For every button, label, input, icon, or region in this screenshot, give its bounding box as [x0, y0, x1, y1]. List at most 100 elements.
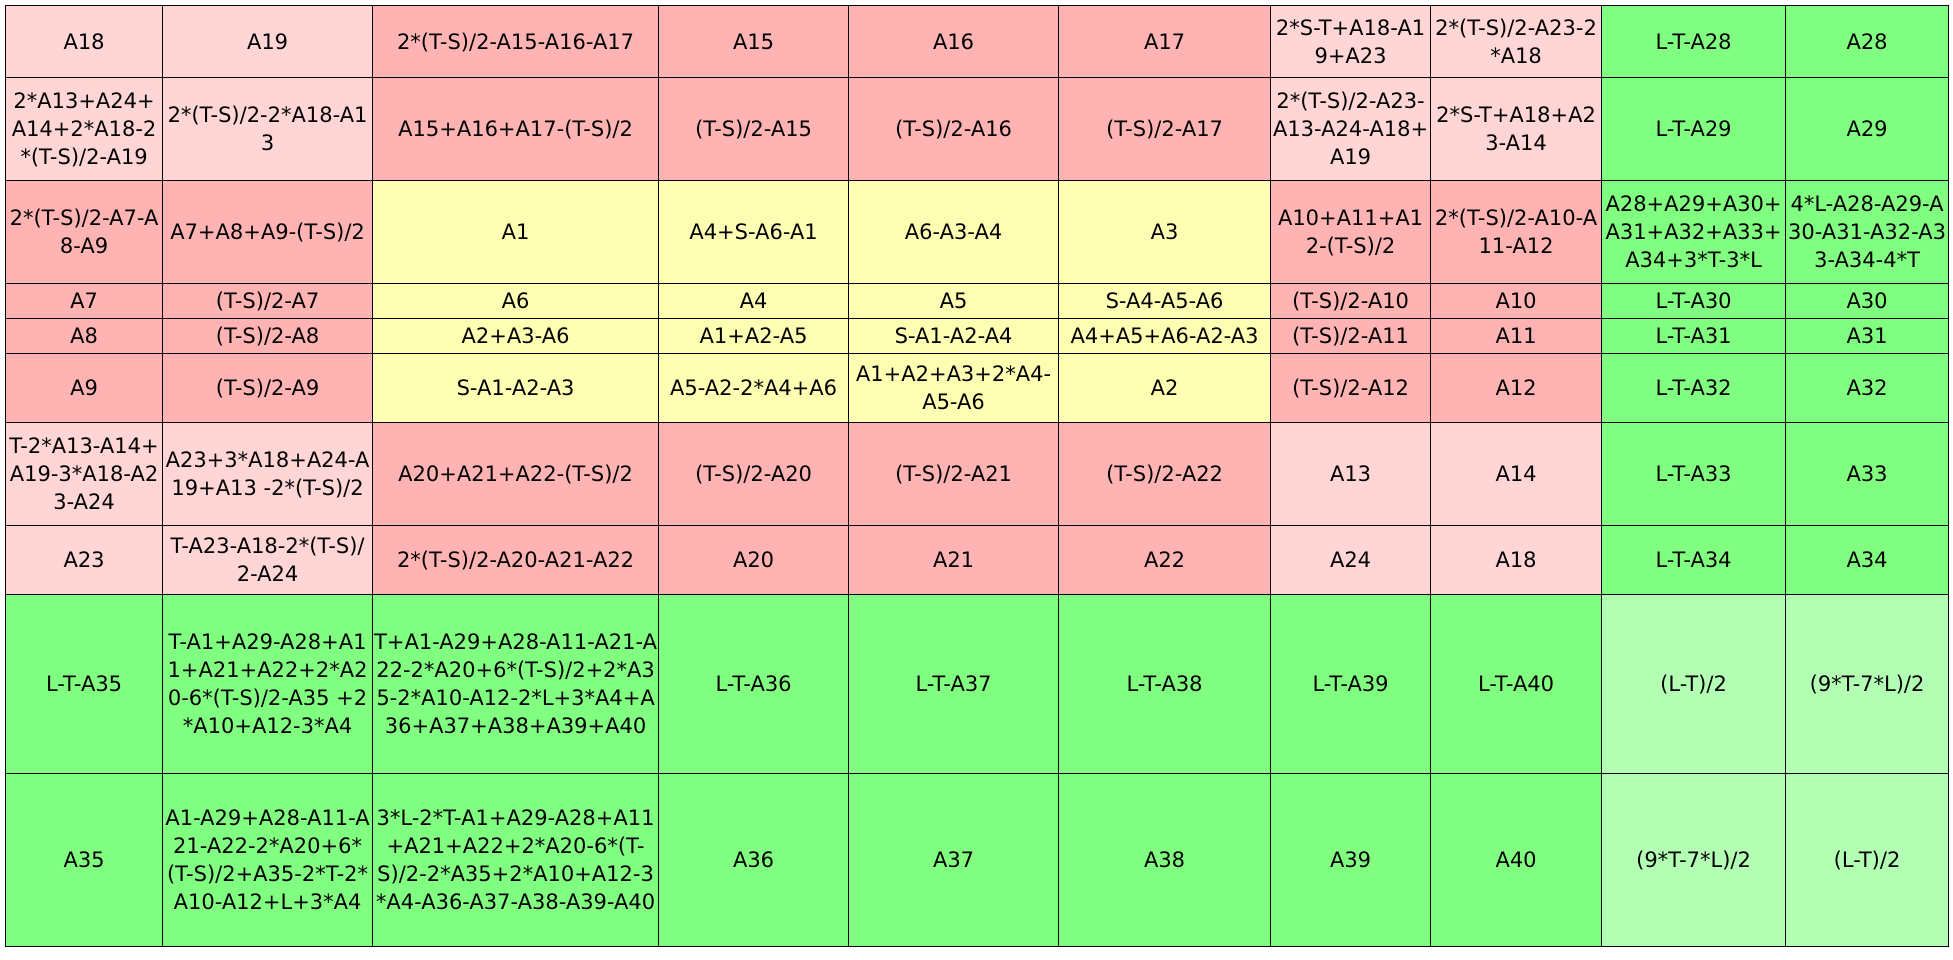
grid-cell: T-A23-A18-2*(T-S)/2-A24	[162, 525, 373, 595]
grid-cell: L-T-A33	[1601, 422, 1786, 526]
grid-cell: A13	[1270, 422, 1431, 526]
grid-cell: A1	[372, 180, 659, 284]
grid-cell: A21	[848, 525, 1059, 595]
grid-cell: S-A1-A2-A4	[848, 318, 1059, 354]
grid-cell: L-T-A30	[1601, 283, 1786, 319]
grid-row: T-2*A13-A14+A19-3*A18-A23-A24 A23+3*A18+A…	[5, 422, 1949, 526]
grid-cell: L-T-A35	[5, 594, 163, 774]
grid-cell: A2+A3-A6	[372, 318, 659, 354]
grid-cell: A9	[5, 353, 163, 423]
grid-cell: A4+A5+A6-A2-A3	[1058, 318, 1271, 354]
grid-cell: 2*S-T+A18-A19+A23	[1270, 5, 1431, 78]
grid-row: 2*A13+A24+A14+2*A18-2*(T-S)/2-A19 2*(T-S)…	[5, 77, 1949, 181]
grid-cell: A10+A11+A12-(T-S)/2	[1270, 180, 1431, 284]
grid-row: A7 (T-S)/2-A7 A6 A4 A5 S-A4-A5-A6 (T-S)/2-A10 A…	[5, 283, 1949, 319]
grid-cell: A28	[1785, 5, 1949, 78]
grid-cell: A4+S-A6-A1	[658, 180, 849, 284]
grid-cell: L-T-A38	[1058, 594, 1271, 774]
grid-cell: A28+A29+A30+A31+A32+A33+A34+3*T-3*L	[1601, 180, 1786, 284]
grid-cell: A40	[1430, 773, 1602, 947]
grid-cell: (T-S)/2-A12	[1270, 353, 1431, 423]
grid-cell: L-T-A37	[848, 594, 1059, 774]
grid-cell: (T-S)/2-A17	[1058, 77, 1271, 181]
grid-cell: A20+A21+A22-(T-S)/2	[372, 422, 659, 526]
grid-cell: L-T-A40	[1430, 594, 1602, 774]
grid-cell: 2*(T-S)/2-A23-2*A18	[1430, 5, 1602, 78]
grid-cell: A5	[848, 283, 1059, 319]
grid-cell: (T-S)/2-A20	[658, 422, 849, 526]
grid-cell: (T-S)/2-A8	[162, 318, 373, 354]
grid-cell: L-T-A29	[1601, 77, 1786, 181]
grid-cell: (9*T-7*L)/2	[1785, 594, 1949, 774]
grid-cell: A10	[1430, 283, 1602, 319]
grid-cell: A34	[1785, 525, 1949, 595]
grid-cell: A4	[658, 283, 849, 319]
grid-cell: A19	[162, 5, 373, 78]
grid-cell: (T-S)/2-A21	[848, 422, 1059, 526]
grid-cell: L-T-A32	[1601, 353, 1786, 423]
grid-cell: A3	[1058, 180, 1271, 284]
grid-cell: A20	[658, 525, 849, 595]
grid-row: A8 (T-S)/2-A8 A2+A3-A6 A1+A2-A5 S-A1-A2-A4 A4…	[5, 318, 1949, 354]
grid-cell: A35	[5, 773, 163, 947]
grid-cell: A6-A3-A4	[848, 180, 1059, 284]
grid-cell: A30	[1785, 283, 1949, 319]
grid-cell: 2*S-T+A18+A23-A14	[1430, 77, 1602, 181]
grid-cell: A1+A2-A5	[658, 318, 849, 354]
grid-cell: A6	[372, 283, 659, 319]
grid-cell: (T-S)/2-A10	[1270, 283, 1431, 319]
grid-row: A9 (T-S)/2-A9 S-A1-A2-A3 A5-A2-2*A4+A6 A1+A2…	[5, 353, 1949, 423]
grid-cell: A38	[1058, 773, 1271, 947]
grid-cell: A7	[5, 283, 163, 319]
grid-cell: 2*(T-S)/2-A23-A13-A24-A18+A19	[1270, 77, 1431, 181]
grid-row: A35 A1-A29+A28-A11-A21-A22-2*A20+6*(T-S)/…	[5, 773, 1949, 947]
grid-cell: A15+A16+A17-(T-S)/2	[372, 77, 659, 181]
grid-cell: A1+A2+A3+2*A4-A5-A6	[848, 353, 1059, 423]
grid-cell: A15	[658, 5, 849, 78]
grid-cell: A1-A29+A28-A11-A21-A22-2*A20+6*(T-S)/2+A…	[162, 773, 373, 947]
grid-cell: A11	[1430, 318, 1602, 354]
grid-cell: (T-S)/2-A16	[848, 77, 1059, 181]
formula-grid: A18 A19 2*(T-S)/2-A15-A16-A17 A15 A16 A17 2*S-…	[5, 5, 1949, 947]
grid-cell: 4*L-A28-A29-A30-A31-A32-A33-A34-4*T	[1785, 180, 1949, 284]
grid-cell: A8	[5, 318, 163, 354]
grid-cell: A22	[1058, 525, 1271, 595]
grid-cell: 2*(T-S)/2-A7-A8-A9	[5, 180, 163, 284]
grid-cell: A31	[1785, 318, 1949, 354]
grid-cell: A29	[1785, 77, 1949, 181]
grid-row: L-T-A35 T-A1+A29-A28+A11+A21+A22+2*A20-6*…	[5, 594, 1949, 774]
grid-cell: A14	[1430, 422, 1602, 526]
grid-cell: L-T-A31	[1601, 318, 1786, 354]
grid-row: A18 A19 2*(T-S)/2-A15-A16-A17 A15 A16 A17 2*S-…	[5, 5, 1949, 78]
grid-cell: 2*A13+A24+A14+2*A18-2*(T-S)/2-A19	[5, 77, 163, 181]
grid-cell: L-T-A34	[1601, 525, 1786, 595]
grid-cell: L-T-A39	[1270, 594, 1431, 774]
grid-cell: A36	[658, 773, 849, 947]
grid-cell: (T-S)/2-A9	[162, 353, 373, 423]
grid-cell: 2*(T-S)/2-A10-A11-A12	[1430, 180, 1602, 284]
grid-cell: A17	[1058, 5, 1271, 78]
grid-cell: (T-S)/2-A15	[658, 77, 849, 181]
grid-cell: A23	[5, 525, 163, 595]
grid-cell: A24	[1270, 525, 1431, 595]
grid-cell: (T-S)/2-A22	[1058, 422, 1271, 526]
grid-cell: (T-S)/2-A7	[162, 283, 373, 319]
grid-cell: A33	[1785, 422, 1949, 526]
grid-cell: (L-T)/2	[1601, 594, 1786, 774]
grid-cell: A23+3*A18+A24-A19+A13 -2*(T-S)/2	[162, 422, 373, 526]
grid-cell: S-A4-A5-A6	[1058, 283, 1271, 319]
grid-cell: T+A1-A29+A28-A11-A21-A22-2*A20+6*(T-S)/2…	[372, 594, 659, 774]
grid-cell: T-A1+A29-A28+A11+A21+A22+2*A20-6*(T-S)/2…	[162, 594, 373, 774]
grid-cell: 2*(T-S)/2-A20-A21-A22	[372, 525, 659, 595]
grid-cell: (L-T)/2	[1785, 773, 1949, 947]
grid-cell: (T-S)/2-A11	[1270, 318, 1431, 354]
grid-cell: T-2*A13-A14+A19-3*A18-A23-A24	[5, 422, 163, 526]
grid-row: 2*(T-S)/2-A7-A8-A9 A7+A8+A9-(T-S)/2 A1 A4+S…	[5, 180, 1949, 284]
grid-cell: 2*(T-S)/2-2*A18-A13	[162, 77, 373, 181]
grid-cell: A37	[848, 773, 1059, 947]
grid-cell: A32	[1785, 353, 1949, 423]
grid-cell: A2	[1058, 353, 1271, 423]
grid-cell: L-T-A36	[658, 594, 849, 774]
grid-cell: A39	[1270, 773, 1431, 947]
grid-cell: (9*T-7*L)/2	[1601, 773, 1786, 947]
